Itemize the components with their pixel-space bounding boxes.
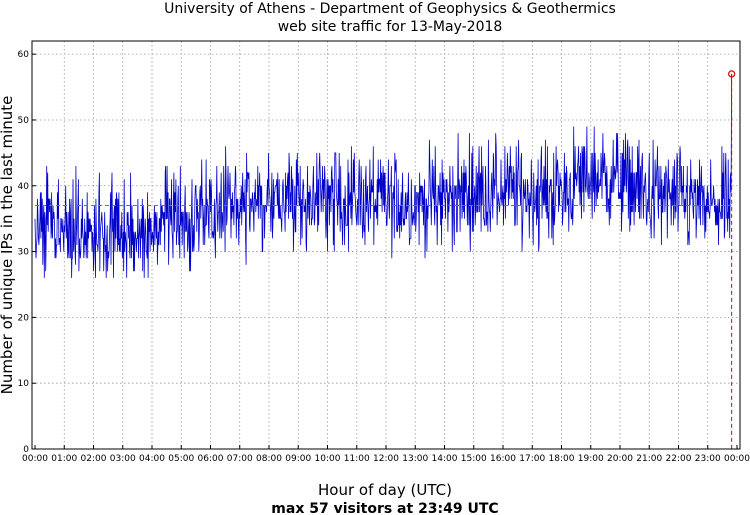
x-tick-label: 07:00 xyxy=(227,454,253,464)
y-tick-label: 30 xyxy=(18,248,30,258)
x-tick-label: 15:00 xyxy=(461,454,487,464)
x-tick-label: 06:00 xyxy=(198,454,224,464)
x-tick-label: 17:00 xyxy=(519,454,545,464)
x-tick-label: 23:00 xyxy=(695,454,721,464)
x-tick-label: 13:00 xyxy=(402,454,428,464)
x-tick-label: 00:00 xyxy=(724,454,750,464)
x-tick-label: 19:00 xyxy=(578,454,604,464)
max-visitors-caption: max 57 visitors at 23:49 UTC xyxy=(271,501,498,515)
x-tick-label: 01:00 xyxy=(51,454,77,464)
x-tick-label: 20:00 xyxy=(607,454,633,464)
x-tick-label: 21:00 xyxy=(636,454,662,464)
axis-ticks xyxy=(32,53,738,450)
y-tick-label: 20 xyxy=(18,313,30,323)
x-tick-label: 04:00 xyxy=(139,454,165,464)
y-tick-labels: 0 10 20 30 40 50 60 xyxy=(18,50,30,455)
x-tick-label: 02:00 xyxy=(81,454,107,464)
chart-title: University of Athens - Department of Geo… xyxy=(164,1,616,17)
y-tick-label: 10 xyxy=(18,379,30,389)
x-tick-label: 10:00 xyxy=(315,454,341,464)
series-traffic-line xyxy=(34,73,732,278)
plot-frame xyxy=(31,40,741,450)
max-marker-point xyxy=(728,70,736,78)
x-tick-label: 22:00 xyxy=(666,454,692,464)
x-tick-label: 16:00 xyxy=(490,454,516,464)
grid-lines xyxy=(32,41,740,449)
x-tick-label: 18:00 xyxy=(549,454,575,464)
y-tick-label: 60 xyxy=(18,50,30,60)
y-tick-label: 0 xyxy=(23,445,29,455)
x-tick-labels: 00:00 01:00 02:00 03:00 04:00 05:00 06:00 07:00… xyxy=(22,454,750,464)
chart-subtitle: web site traffic for 13-May-2018 xyxy=(278,19,503,35)
y-tick-label: 40 xyxy=(18,182,30,192)
x-tick-label: 14:00 xyxy=(432,454,458,464)
y-tick-label: 50 xyxy=(18,116,30,126)
y-axis-label: Number of unique IPs in the last minute xyxy=(0,96,16,395)
x-tick-label: 12:00 xyxy=(373,454,399,464)
x-tick-label: 05:00 xyxy=(168,454,194,464)
x-tick-label: 08:00 xyxy=(256,454,282,464)
x-axis-label: Hour of day (UTC) xyxy=(318,481,452,499)
x-tick-label: 11:00 xyxy=(344,454,370,464)
x-tick-label: 03:00 xyxy=(110,454,136,464)
x-tick-label: 09:00 xyxy=(285,454,311,464)
x-tick-label: 00:00 xyxy=(22,454,48,464)
plot-area xyxy=(34,70,736,449)
